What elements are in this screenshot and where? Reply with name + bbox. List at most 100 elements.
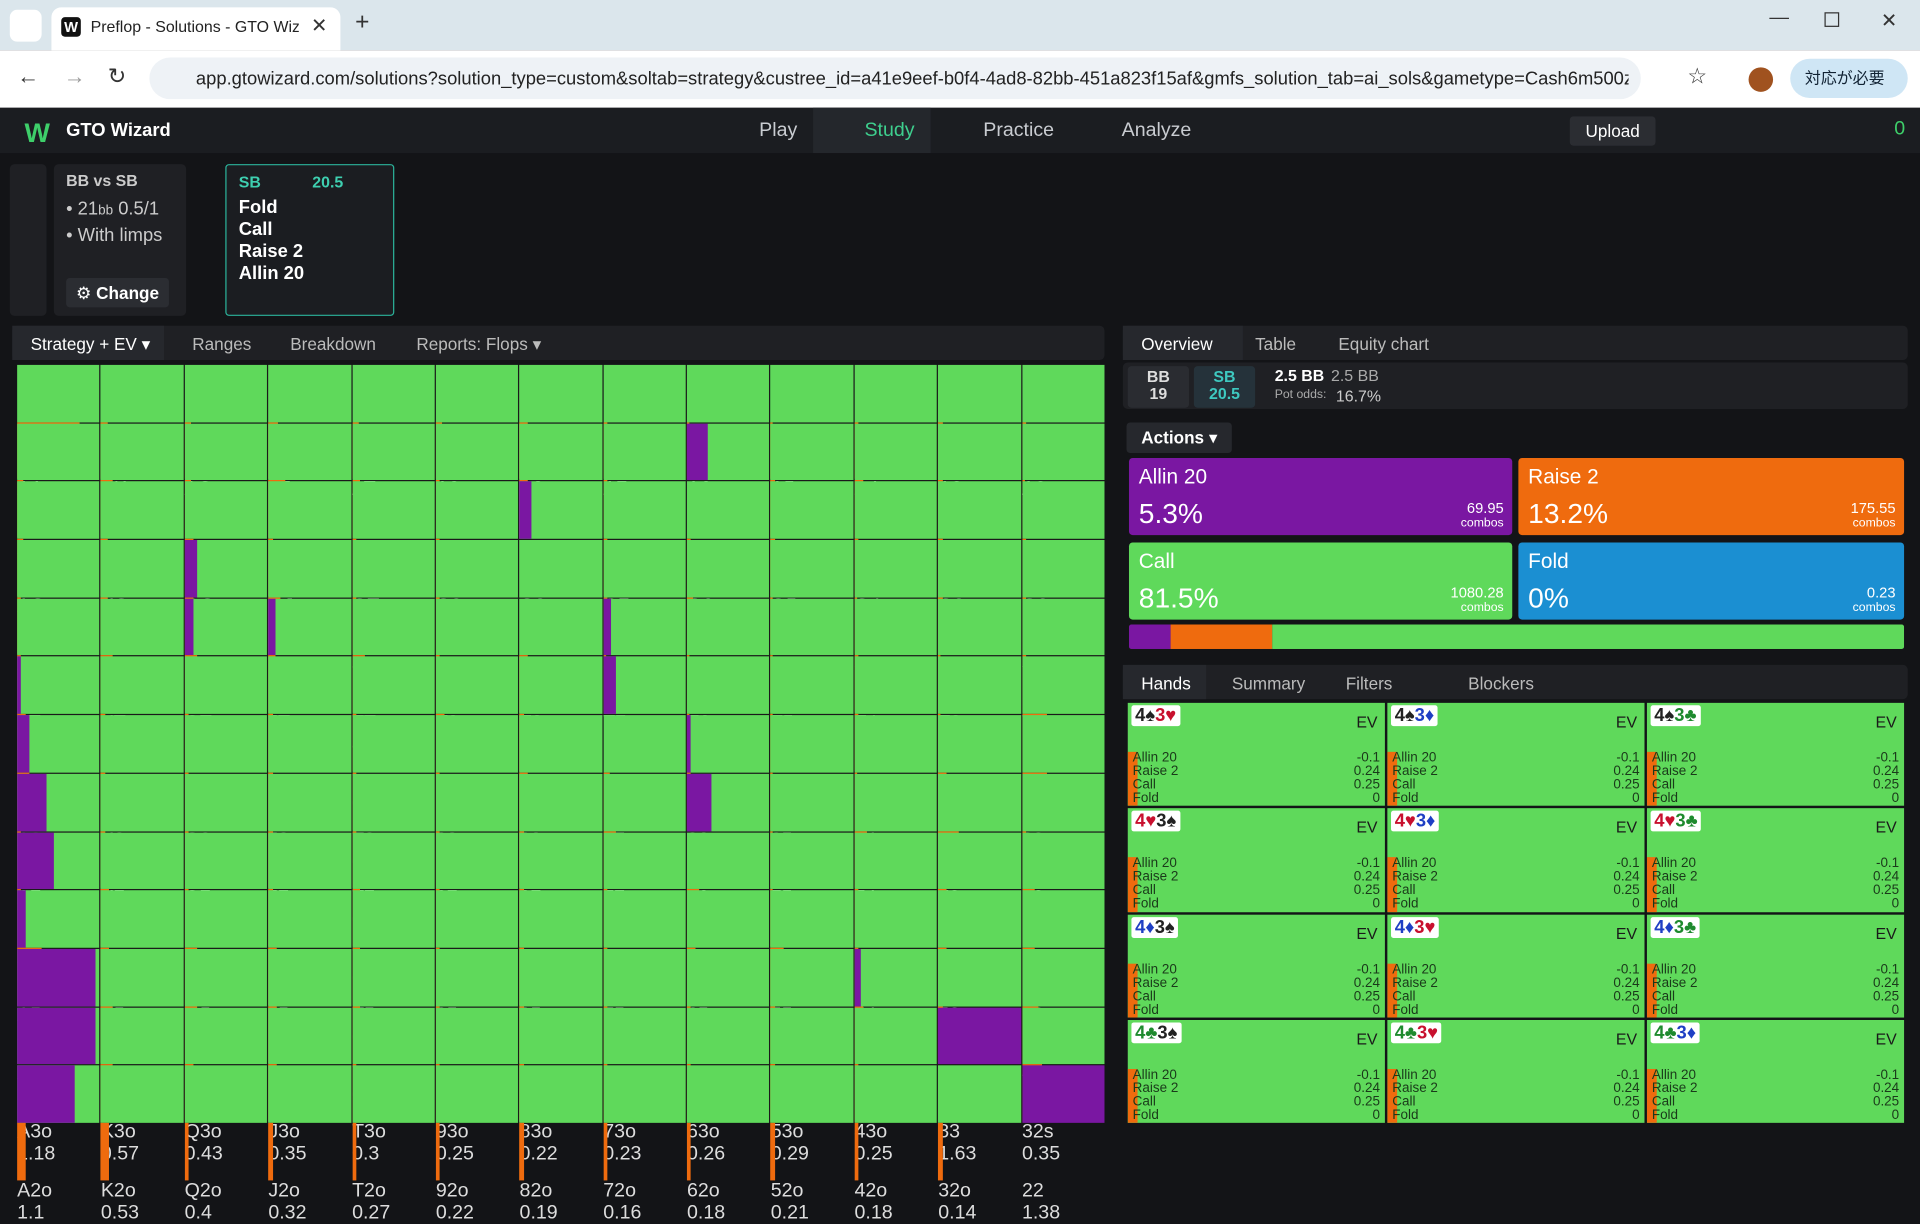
combo-cell[interactable]: 4♦3♠ EV Allin 20 Raise 2 Call Fold -0.1 0.24 0.2… [1127, 914, 1385, 1018]
hand-cell[interactable]: T7s0.83 [603, 598, 686, 756]
hand-cell[interactable]: KK6.66 [100, 423, 184, 580]
hand-cell[interactable]: KTo1.36 [100, 598, 184, 756]
hand-cell[interactable]: J6s0.73 [687, 540, 770, 697]
hand-cell[interactable]: K6s1.04 [687, 423, 770, 580]
hand-cell[interactable]: J9o0.85 [268, 656, 351, 814]
hand-cell[interactable]: K4s0.94 [854, 423, 938, 580]
hand-cell[interactable]: J7o0.55 [268, 773, 351, 931]
hand-cell[interactable]: TT4.79 [352, 598, 435, 756]
hand-cell[interactable]: AJo2.92 [17, 540, 100, 697]
hand-cell[interactable]: T7o0.54 [352, 773, 435, 931]
nav-analyze[interactable]: Analyze [1121, 120, 1192, 141]
hand-cell[interactable]: 85o0.37 [519, 890, 603, 1048]
hand-cell[interactable]: 33 1.63 [938, 1007, 1021, 1164]
hand-cell[interactable]: A4s1.77 [854, 364, 938, 522]
hand-cell[interactable]: 97s0.84 [603, 656, 686, 814]
hand-cell[interactable]: 64o0.34 [687, 948, 770, 1106]
upload-button[interactable]: Upload [1569, 116, 1656, 146]
hand-cell[interactable]: K9o1.02 [100, 656, 184, 814]
combo-cell[interactable]: 4♥3♣ EV Allin 20 Raise 2 Call Fold -0.1 0.24 0.2… [1646, 808, 1905, 912]
hand-cell[interactable]: K9s1.52 [435, 423, 519, 580]
hand-cell[interactable]: T5s0.59 [770, 598, 854, 756]
hand-cell[interactable]: QTs1.69 [352, 481, 435, 639]
hand-cell[interactable]: 82s0.37 [1021, 715, 1105, 873]
actions-button[interactable]: Actions ▾ [1126, 422, 1232, 454]
hand-cell[interactable]: 552.36 [770, 890, 854, 1048]
tab-search[interactable] [9, 9, 42, 42]
hand-cell[interactable]: 92s0.42 [1021, 656, 1105, 814]
hand-cell[interactable]: K8o0.83 [100, 715, 184, 873]
hand-cell[interactable]: Q3o 0.43 [184, 1007, 268, 1164]
hand-cell[interactable]: 94s0.48 [854, 656, 938, 814]
hand-cell[interactable]: A2o 1.1 [17, 1065, 100, 1223]
hand-cell[interactable]: A4o1.26 [17, 948, 100, 1106]
hand-cell[interactable]: 75o0.4 [603, 890, 686, 1048]
hand-cell[interactable]: 74o0.31 [603, 948, 686, 1106]
hand-cell[interactable]: J3s0.61 [938, 540, 1021, 697]
hand-cell[interactable]: Q9s1.32 [435, 481, 519, 639]
hand-cell[interactable]: J2s0.57 [1021, 540, 1105, 697]
hand-cell[interactable]: 96s0.7 [687, 656, 770, 814]
brand[interactable]: GTO Wizard [66, 120, 171, 141]
nav-practice[interactable]: Practice [983, 120, 1055, 141]
hand-cell[interactable]: J6o0.46 [268, 832, 351, 989]
hand-cell[interactable]: T8o0.67 [352, 715, 435, 873]
tab-close[interactable]: ✕ [311, 15, 328, 37]
hand-cell[interactable]: 42s0.39 [1021, 948, 1105, 1106]
action-box[interactable]: Raise 2 13.2% 175.55 combos [1518, 457, 1905, 536]
hand-cell[interactable]: 75s0.65 [770, 773, 854, 931]
hand-cell[interactable]: 65o0.42 [687, 890, 770, 1048]
hand-cell[interactable]: A5s1.91 [770, 364, 854, 522]
nav-study[interactable]: Study [864, 120, 915, 141]
minimize[interactable]: — [1769, 7, 1789, 29]
hand-cell[interactable]: K5s0.98 [770, 423, 854, 580]
hand-cell[interactable]: Q5s0.81 [770, 481, 854, 639]
hand-cell[interactable]: Q9o0.89 [184, 656, 268, 814]
combo-cell[interactable]: 4♦3♥ EV Allin 20 Raise 2 Call Fold -0.1 0.24 0.2… [1387, 914, 1645, 1018]
maximize[interactable] [1824, 12, 1840, 27]
combo-cell[interactable]: 4♣3♥ EV Allin 20 Raise 2 Call Fold -0.1 0.24 0.2… [1387, 1019, 1645, 1123]
hand-cell[interactable]: 64s0.59 [854, 832, 938, 989]
hand-cell[interactable]: 32o 0.14 [938, 1065, 1021, 1223]
tab-overview[interactable]: Overview [1141, 334, 1213, 354]
hand-cell[interactable]: AKs3.96 [100, 364, 184, 522]
hand-cell[interactable]: 43s0.49 [938, 948, 1021, 1106]
hand-cell[interactable]: 95o0.36 [435, 890, 519, 1048]
hand-cell[interactable]: A7o1.62 [17, 773, 100, 931]
hand-cell[interactable]: 82o 0.19 [519, 1065, 603, 1223]
hand-cell[interactable]: K5o0.65 [100, 890, 184, 1048]
hand-cell[interactable]: A6o1.39 [17, 832, 100, 989]
hand-cell[interactable]: 52s0.41 [1021, 890, 1105, 1048]
hand-cell[interactable]: J5s0.69 [770, 540, 854, 697]
hand-cell[interactable]: 53o 0.29 [770, 1007, 854, 1164]
action-box[interactable]: Call 81.5% 1080.28 combos [1128, 542, 1513, 620]
hand-cell[interactable]: 72o 0.16 [603, 1065, 686, 1223]
hand-cell[interactable]: 43o 0.25 [854, 1007, 938, 1164]
hand-cell[interactable]: 92o 0.22 [435, 1065, 519, 1223]
node-action[interactable]: Fold [238, 197, 278, 218]
hand-cell[interactable]: A5o1.37 [17, 890, 100, 1048]
hand-cell[interactable]: JJ5.34 [268, 540, 351, 697]
hand-cell[interactable]: J7s0.85 [603, 540, 686, 697]
hand-cell[interactable]: T4o0.33 [352, 948, 435, 1106]
tab-hands[interactable]: Hands [1141, 673, 1191, 694]
hand-cell[interactable]: JTo1.09 [268, 598, 351, 756]
hand-cell[interactable]: K8s1.23 [519, 423, 603, 580]
tab-equity[interactable]: Equity chart [1338, 334, 1429, 354]
url-field[interactable]: app.gtowizard.com/solutions?solution_typ… [149, 57, 1641, 100]
hand-cell[interactable]: 53s0.53 [938, 890, 1021, 1048]
hand-cell[interactable]: 93s0.45 [938, 656, 1021, 814]
node-card[interactable]: SB 20.5 Fold Call Raise 2 Allin 20 [225, 164, 395, 316]
hand-cell[interactable]: 883.72 [519, 715, 603, 873]
hand-cell[interactable]: 62o 0.18 [687, 1065, 770, 1223]
hand-cell[interactable]: T8s1.04 [519, 598, 603, 756]
hand-cell[interactable]: 93o 0.25 [435, 1007, 519, 1164]
hand-cell[interactable]: AKo3.58 [17, 423, 100, 580]
hand-cell[interactable]: 63s0.46 [938, 832, 1021, 989]
node-action[interactable]: Call [238, 219, 273, 241]
new-tab[interactable]: + [355, 8, 370, 36]
hand-cell[interactable]: J8o0.68 [268, 715, 351, 873]
action-box[interactable]: Allin 20 5.3% 69.95 combos [1128, 457, 1513, 536]
tab-blockers[interactable]: Blockers [1468, 673, 1534, 694]
hand-cell[interactable]: J8s1.01 [519, 540, 603, 697]
